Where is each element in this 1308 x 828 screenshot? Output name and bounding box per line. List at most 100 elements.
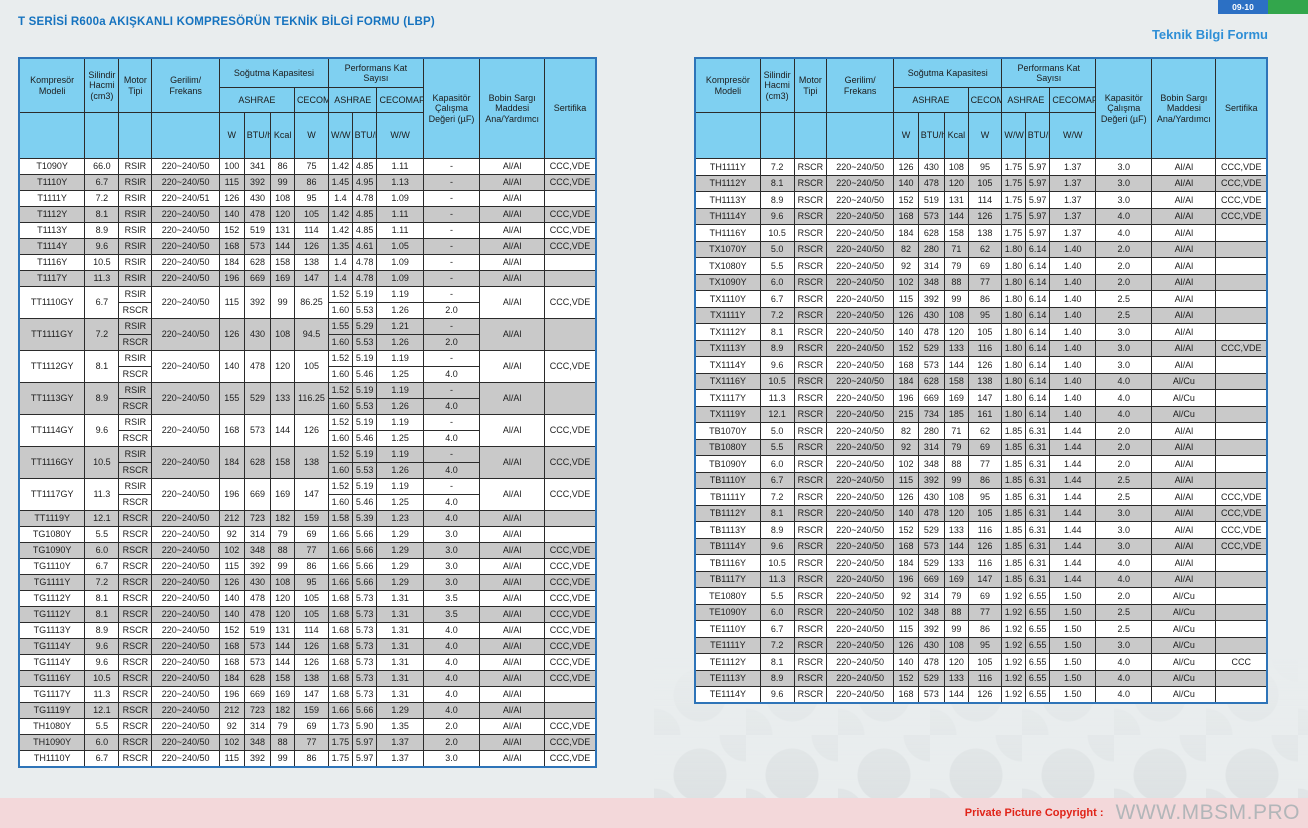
cell-model: TH1090Y [18, 734, 86, 751]
cell-cylinder: 8.9 [84, 382, 120, 415]
cell-ashrae-btuh: 478 [243, 206, 272, 223]
cell-voltage: 220~240/50 [151, 670, 220, 687]
cell-cop-ww: 1.80 [1001, 323, 1026, 341]
cell-capacitor: 2.5 [1095, 620, 1153, 638]
cell-capacitor: 3.5 [422, 606, 481, 623]
header-unit-btuh: BTU/h [917, 112, 946, 159]
cell-cop-ww: 1.85 [1001, 537, 1026, 555]
table-row: TT1113GY 8.9 RSIR 220~240/50 155 529 133 116.25… [18, 382, 597, 415]
cell-capacitor: 4.0 [1095, 570, 1153, 588]
cell-cop-ww: 1.80 [1001, 290, 1026, 308]
cell-cop-btuh: 5.97 [351, 750, 378, 767]
cell-ashrae-btuh: 478 [243, 350, 272, 383]
cell-ashrae-kcal: 182 [270, 702, 295, 719]
table-row: TT1114GY 9.6 RSIR 220~240/50 168 573 144 126 1.5… [18, 414, 597, 447]
cell-ashrae-kcal: 108 [944, 636, 969, 654]
cell-ashrae-btuh: 392 [243, 174, 272, 191]
cell-motor: RSCR [118, 734, 153, 751]
cell-capacitor: 4.0 [1095, 554, 1153, 572]
cell-capacitor: - [422, 446, 481, 463]
header-coil: Bobin Sargı Maddesi Ana/Yardımcı [1151, 57, 1217, 159]
cell-cop-btuh: 6.14 [1024, 306, 1051, 324]
cell-cop-ww: 1.92 [1001, 636, 1026, 654]
table-row: TG1112Y 8.1 RSCR 220~240/50 140 478 120 105 1.68… [18, 606, 597, 623]
cell-cop-btuh: 6.14 [1024, 257, 1051, 275]
cell-certificate: CCC,VDE [1215, 504, 1268, 522]
cell-cecomaf-ww: 1.40 [1049, 323, 1097, 341]
cell-cylinder: 5.5 [759, 257, 795, 275]
cell-capacitor: 3.0 [1095, 504, 1153, 522]
table-row: T1117Y 11.3 RSIR 220~240/50 196 669 169 147 1.4 4… [18, 270, 597, 287]
cell-ashrae-kcal: 144 [944, 686, 969, 704]
cell-motor: RSCR [793, 488, 828, 506]
cell-capacitor: 3.0 [422, 526, 481, 543]
cell-cylinder: 5.0 [759, 422, 795, 440]
cell-cylinder: 8.1 [84, 590, 120, 607]
cell-voltage: 220~240/50 [151, 478, 220, 511]
cell-voltage: 220~240/50 [151, 222, 220, 239]
cell-cop-btuh: 6.55 [1024, 636, 1051, 654]
header-cecomaf: CECOMAF [293, 87, 330, 113]
cell-cop-ww: 1.52 [328, 382, 353, 399]
cell-coil: Al/Al [479, 318, 545, 351]
cell-coil: Al/Al [479, 414, 545, 447]
cell-ashrae-kcal: 131 [270, 222, 295, 239]
cell-ashrae-w: 115 [893, 620, 919, 638]
cell-model: TG1114Y [18, 654, 86, 671]
cell-model: TT1111GY [18, 318, 86, 351]
cell-cop-btuh: 6.31 [1024, 521, 1051, 539]
cell-ashrae-w: 152 [218, 622, 245, 639]
cell-cecomaf-ww: 1.29 [376, 702, 424, 719]
cell-cecomaf-ww: 1.44 [1049, 438, 1097, 456]
cell-ashrae-btuh: 392 [917, 620, 946, 638]
cell-voltage: 220~240/50 [151, 350, 220, 383]
cell-certificate [1215, 306, 1268, 324]
cell-cecomaf-w: 116 [967, 339, 1003, 357]
cell-motor: RSCR [793, 521, 828, 539]
table-row: TH1111Y 7.2 RSCR 220~240/50 126 430 108 95 1.75 5… [694, 158, 1268, 176]
cell-cop-btuh: 4.85 [351, 206, 378, 223]
cell-cop-btuh: 6.14 [1024, 273, 1051, 291]
cell-certificate [1215, 240, 1268, 258]
header-motor: Motor Tipi [793, 57, 828, 113]
cell-cop-btuh: 4.61 [351, 238, 378, 255]
cell-voltage: 220~240/50 [826, 537, 895, 555]
header-cooling-capacity: Soğutma Kapasitesi [218, 57, 330, 88]
cell-voltage: 220~240/50 [151, 590, 220, 607]
header-empty [759, 112, 795, 159]
cell-cecomaf-ww: 1.37 [1049, 207, 1097, 225]
cell-ashrae-kcal: 158 [270, 446, 295, 479]
cell-ashrae-w: 152 [893, 191, 919, 209]
cell-motor: RSCR [118, 590, 153, 607]
cell-voltage: 220~240/50 [151, 382, 220, 415]
table-row: TG1119Y 12.1 RSCR 220~240/50 212 723 182 159 1.6… [18, 702, 597, 719]
table-row: TX1119Y 12.1 RSCR 220~240/50 215 734 185 161 1.8… [694, 405, 1268, 423]
cell-cylinder: 7.2 [759, 636, 795, 654]
cell-certificate [543, 254, 597, 271]
cell-cecomaf-ww: 1.40 [1049, 306, 1097, 324]
cell-cop-btuh: 6.14 [1024, 240, 1051, 258]
cell-ashrae-btuh: 430 [917, 158, 946, 176]
cell-cop-btuh: 5.97 [351, 734, 378, 751]
cell-certificate [1215, 669, 1268, 687]
cell-cecomaf-w: 161 [967, 405, 1003, 423]
cell-cop-ww: 1.80 [1001, 273, 1026, 291]
cell-motor: RSCR [793, 438, 828, 456]
header-unit-w: W [293, 112, 330, 159]
cell-cop-btuh: 5.53 [351, 462, 378, 479]
cell-ashrae-kcal: 99 [944, 290, 969, 308]
table-row: TX1070Y 5.0 RSCR 220~240/50 82 280 71 62 1.80 6.1… [694, 240, 1268, 258]
cell-ashrae-btuh: 392 [917, 290, 946, 308]
cell-cylinder: 6.0 [759, 603, 795, 621]
cell-motor: RSCR [118, 750, 153, 767]
cell-motor: RSCR [793, 620, 828, 638]
cell-ashrae-kcal: 88 [944, 455, 969, 473]
header-unit-ww: W/W [1001, 112, 1026, 159]
cell-model: TB1112Y [694, 504, 761, 522]
cell-cecomaf-ww: 1.50 [1049, 653, 1097, 671]
cell-motor: RSIR [118, 446, 153, 463]
cell-cylinder: 9.6 [84, 654, 120, 671]
cell-cecomaf-w: 105 [293, 606, 330, 623]
cell-cylinder: 6.0 [84, 542, 120, 559]
cell-cecomaf-ww: 1.40 [1049, 257, 1097, 275]
